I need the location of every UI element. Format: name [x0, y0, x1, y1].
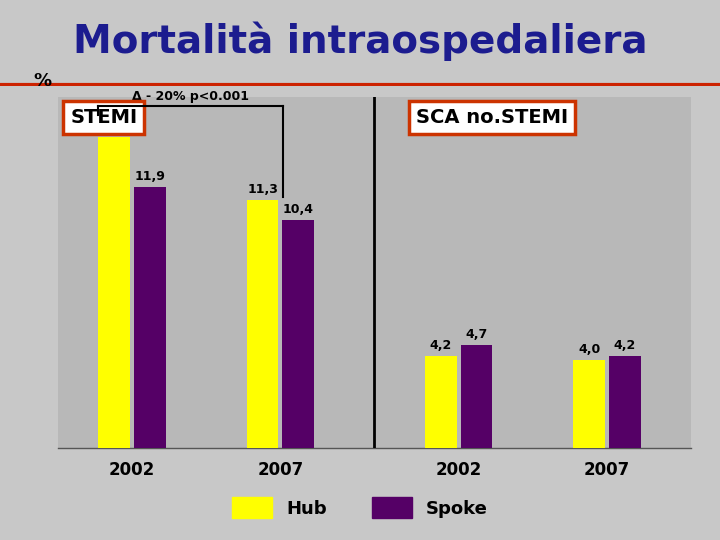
- Text: Mortalità intraospedaliera: Mortalità intraospedaliera: [73, 22, 647, 61]
- Bar: [573, 361, 605, 448]
- Bar: [282, 220, 314, 448]
- Text: 14,2: 14,2: [99, 119, 130, 132]
- Text: %: %: [33, 72, 51, 90]
- Bar: [134, 187, 166, 448]
- Bar: [247, 200, 279, 448]
- Bar: [425, 356, 456, 448]
- Bar: [98, 137, 130, 448]
- Text: 4,0: 4,0: [578, 343, 600, 356]
- Legend: Hub, Spoke: Hub, Spoke: [227, 492, 493, 523]
- Text: 10,4: 10,4: [283, 202, 314, 215]
- Bar: [461, 345, 492, 448]
- Text: SCA no.STEMI: SCA no.STEMI: [415, 108, 567, 127]
- Text: 11,9: 11,9: [134, 170, 165, 183]
- Text: 4,2: 4,2: [613, 339, 636, 352]
- Text: Δ - 20% p<0.001: Δ - 20% p<0.001: [132, 90, 249, 103]
- Text: STEMI: STEMI: [71, 108, 138, 127]
- Text: 11,3: 11,3: [247, 183, 278, 196]
- Text: 4,7: 4,7: [465, 328, 487, 341]
- Text: 4,2: 4,2: [430, 339, 452, 352]
- Bar: [609, 356, 641, 448]
